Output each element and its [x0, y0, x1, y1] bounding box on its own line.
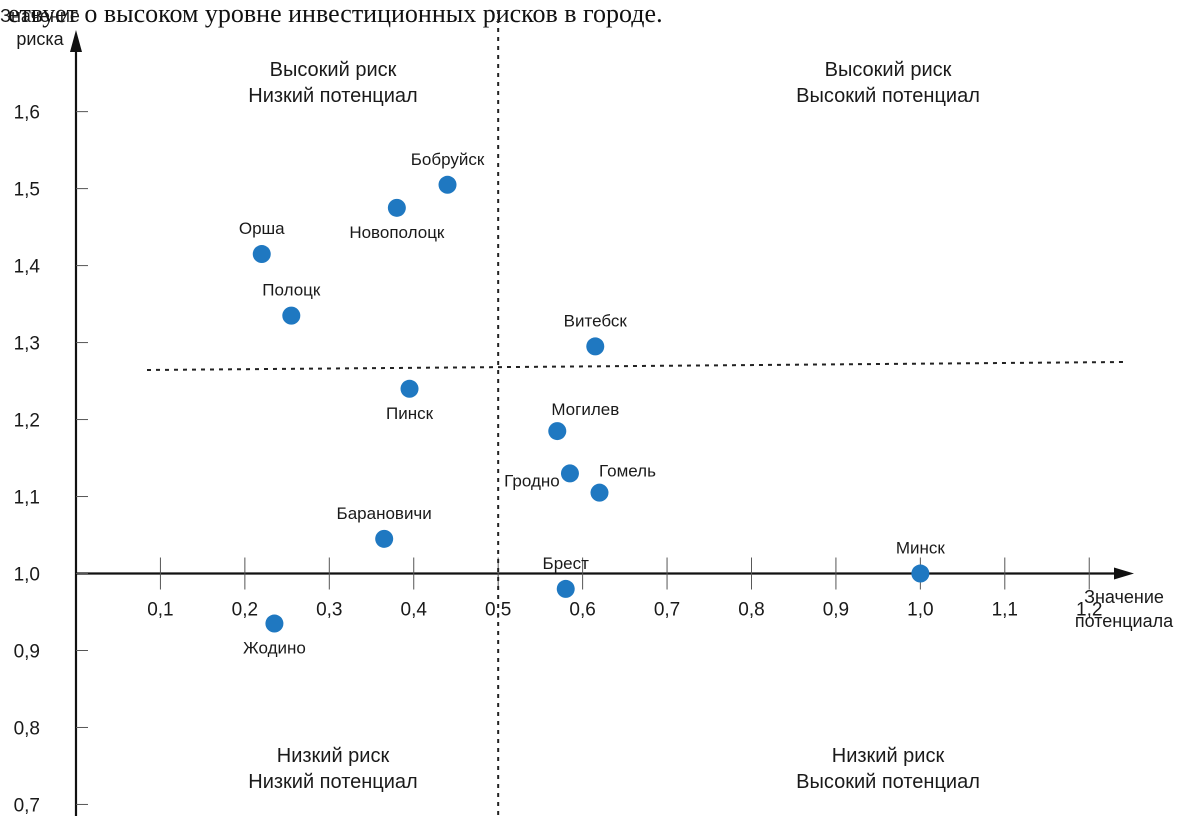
y-tick-label: 0,7 [14, 795, 40, 816]
y-tick-label: 0,8 [14, 718, 40, 739]
x-tick-label: 0,6 [569, 600, 595, 621]
point-label: Могилев [551, 400, 619, 419]
data-point [375, 530, 393, 548]
x-tick-label: 0,7 [654, 600, 680, 621]
data-point [265, 615, 283, 633]
x-tick-label: 0,3 [316, 600, 342, 621]
point-label: Брест [543, 554, 590, 573]
x-tick-label: 0,9 [823, 600, 849, 621]
y-tick-label: 1,1 [14, 488, 40, 509]
y-axis-title: риска [16, 29, 64, 49]
data-point [586, 337, 604, 355]
y-tick-label: 1,0 [14, 565, 40, 586]
point-label: Орша [239, 219, 285, 238]
data-point [388, 199, 406, 217]
x-tick-label: 0,5 [485, 600, 511, 621]
x-tick-label: 1,0 [907, 600, 933, 621]
point-label: Витебск [564, 311, 628, 330]
x-tick-label: 0,8 [738, 600, 764, 621]
data-point [557, 580, 575, 598]
y-tick-label: 1,5 [14, 180, 40, 201]
quadrant-label-top-right: Высокий риск [825, 59, 952, 81]
x-axis-arrow [1114, 568, 1134, 580]
x-tick-label: 0,1 [147, 600, 173, 621]
point-label: Пинск [386, 404, 434, 423]
quadrant-label-bottom-right: Высокий потенциал [796, 771, 980, 793]
quadrant-label-bottom-left: Низкий риск [277, 745, 390, 767]
quadrant-label-top-left: Низкий потенциал [248, 85, 417, 107]
x-tick-label: 0,2 [232, 600, 258, 621]
point-label: Новополоцк [349, 223, 445, 242]
data-point [401, 380, 419, 398]
data-point [548, 422, 566, 440]
quadrant-label-bottom-left: Низкий потенциал [248, 771, 417, 793]
header-text: етвует о высоком уровне инвестиционных р… [8, 0, 663, 28]
y-tick-label: 1,4 [14, 257, 41, 278]
data-point [591, 484, 609, 502]
data-point [253, 245, 271, 263]
x-axis-title: потенциала [1075, 611, 1174, 631]
y-axis-arrow [70, 30, 82, 52]
y-tick-label: 1,2 [14, 411, 40, 432]
threshold-horizontal [147, 362, 1125, 370]
point-label: Барановичи [337, 504, 432, 523]
data-point [282, 307, 300, 325]
quadrant-label-top-right: Высокий потенциал [796, 85, 980, 107]
x-tick-label: 0,4 [401, 600, 428, 621]
point-label: Гродно [504, 471, 560, 490]
x-tick-label: 1,1 [992, 600, 1018, 621]
point-label: Жодино [243, 639, 306, 658]
data-point [561, 464, 579, 482]
point-label: Бобруйск [411, 150, 485, 169]
quadrant-label-bottom-right: Низкий риск [832, 745, 945, 767]
y-tick-label: 1,3 [14, 334, 40, 355]
y-axis-title: Значение [0, 6, 80, 26]
quadrant-label-top-left: Высокий риск [270, 59, 397, 81]
data-point [439, 176, 457, 194]
point-label: Минск [896, 539, 946, 558]
y-tick-label: 0,9 [14, 641, 40, 662]
point-label: Гомель [599, 462, 656, 481]
y-tick-label: 1,6 [14, 103, 40, 124]
x-axis-title: Значение [1084, 587, 1164, 607]
data-point [911, 565, 929, 583]
point-label: Полоцк [262, 281, 321, 300]
